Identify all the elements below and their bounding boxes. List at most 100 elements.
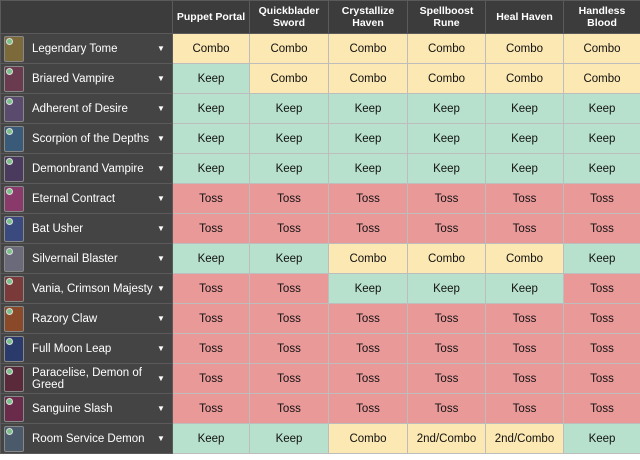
card-cell[interactable]: Adherent of Desire ▼ (0, 93, 173, 124)
value-cell[interactable]: Toss (328, 333, 408, 364)
value-cell[interactable]: Toss (172, 333, 250, 364)
value-cell[interactable]: Toss (485, 183, 564, 214)
value-cell[interactable]: Combo (328, 423, 408, 454)
dropdown-arrow-icon[interactable]: ▼ (157, 194, 165, 203)
value-cell[interactable]: Toss (328, 363, 408, 394)
value-cell[interactable]: Keep (407, 93, 486, 124)
value-cell[interactable]: Keep (328, 273, 408, 304)
value-cell[interactable]: Toss (249, 333, 329, 364)
value-cell[interactable]: Toss (563, 393, 640, 424)
dropdown-arrow-icon[interactable]: ▼ (157, 44, 165, 53)
value-cell[interactable]: Toss (249, 363, 329, 394)
value-cell[interactable]: Toss (172, 183, 250, 214)
card-cell[interactable]: Scorpion of the Depths ▼ (0, 123, 173, 154)
value-cell[interactable]: Toss (328, 213, 408, 244)
dropdown-arrow-icon[interactable]: ▼ (157, 374, 165, 383)
value-cell[interactable]: Keep (563, 423, 640, 454)
value-cell[interactable]: Combo (328, 243, 408, 274)
value-cell[interactable]: Keep (563, 93, 640, 124)
dropdown-arrow-icon[interactable]: ▼ (157, 224, 165, 233)
value-cell[interactable]: Toss (485, 363, 564, 394)
value-cell[interactable]: Keep (563, 123, 640, 154)
column-header[interactable]: Spellboost Rune (407, 0, 486, 34)
card-cell[interactable]: Sanguine Slash ▼ (0, 393, 173, 424)
dropdown-arrow-icon[interactable]: ▼ (157, 284, 165, 293)
dropdown-arrow-icon[interactable]: ▼ (157, 314, 165, 323)
value-cell[interactable]: Keep (249, 123, 329, 154)
value-cell[interactable]: Toss (563, 183, 640, 214)
value-cell[interactable]: Toss (249, 303, 329, 334)
column-header[interactable]: Crystallize Haven (328, 0, 408, 34)
value-cell[interactable]: Toss (249, 273, 329, 304)
value-cell[interactable]: Keep (328, 153, 408, 184)
value-cell[interactable]: Combo (485, 33, 564, 64)
card-cell[interactable]: Eternal Contract ▼ (0, 183, 173, 214)
card-cell[interactable]: Briared Vampire ▼ (0, 63, 173, 94)
value-cell[interactable]: Toss (407, 333, 486, 364)
value-cell[interactable]: Toss (485, 333, 564, 364)
value-cell[interactable]: Keep (172, 243, 250, 274)
value-cell[interactable]: Combo (328, 33, 408, 64)
value-cell[interactable]: Toss (485, 213, 564, 244)
value-cell[interactable]: Toss (249, 183, 329, 214)
value-cell[interactable]: Toss (563, 363, 640, 394)
value-cell[interactable]: Keep (485, 153, 564, 184)
value-cell[interactable]: Combo (249, 63, 329, 94)
value-cell[interactable]: Keep (172, 423, 250, 454)
value-cell[interactable]: Keep (172, 63, 250, 94)
column-header[interactable]: Heal Haven (485, 0, 564, 34)
value-cell[interactable]: Keep (249, 243, 329, 274)
value-cell[interactable]: Keep (407, 123, 486, 154)
value-cell[interactable]: Combo (172, 33, 250, 64)
card-cell[interactable]: Vania, Crimson Majesty ▼ (0, 273, 173, 304)
value-cell[interactable]: Toss (563, 213, 640, 244)
value-cell[interactable]: Keep (249, 153, 329, 184)
card-cell[interactable]: Razory Claw ▼ (0, 303, 173, 334)
value-cell[interactable]: Keep (485, 123, 564, 154)
value-cell[interactable]: Toss (249, 393, 329, 424)
value-cell[interactable]: Combo (328, 63, 408, 94)
dropdown-arrow-icon[interactable]: ▼ (157, 134, 165, 143)
value-cell[interactable]: Toss (407, 393, 486, 424)
value-cell[interactable]: Combo (407, 63, 486, 94)
value-cell[interactable]: Toss (172, 213, 250, 244)
value-cell[interactable]: Toss (172, 363, 250, 394)
value-cell[interactable]: Toss (407, 363, 486, 394)
value-cell[interactable]: Toss (407, 303, 486, 334)
column-header[interactable]: Puppet Portal (172, 0, 250, 34)
card-cell[interactable]: Bat Usher ▼ (0, 213, 173, 244)
value-cell[interactable]: Keep (172, 93, 250, 124)
card-cell[interactable]: Paracelise, Demon of Greed ▼ (0, 363, 173, 394)
dropdown-arrow-icon[interactable]: ▼ (157, 104, 165, 113)
value-cell[interactable]: Combo (407, 33, 486, 64)
value-cell[interactable]: Keep (328, 93, 408, 124)
card-cell[interactable]: Full Moon Leap ▼ (0, 333, 173, 364)
card-cell[interactable]: Room Service Demon ▼ (0, 423, 173, 454)
value-cell[interactable]: Toss (485, 303, 564, 334)
dropdown-arrow-icon[interactable]: ▼ (157, 164, 165, 173)
dropdown-arrow-icon[interactable]: ▼ (157, 434, 165, 443)
value-cell[interactable]: Keep (407, 153, 486, 184)
value-cell[interactable]: Combo (407, 243, 486, 274)
value-cell[interactable]: Toss (328, 303, 408, 334)
card-cell[interactable]: Silvernail Blaster ▼ (0, 243, 173, 274)
dropdown-arrow-icon[interactable]: ▼ (157, 254, 165, 263)
card-cell[interactable]: Legendary Tome ▼ (0, 33, 173, 64)
value-cell[interactable]: Toss (563, 333, 640, 364)
value-cell[interactable]: Keep (563, 153, 640, 184)
value-cell[interactable]: Combo (563, 33, 640, 64)
value-cell[interactable]: Keep (407, 273, 486, 304)
value-cell[interactable]: Keep (172, 123, 250, 154)
value-cell[interactable]: Combo (249, 33, 329, 64)
value-cell[interactable]: 2nd/Combo (407, 423, 486, 454)
dropdown-arrow-icon[interactable]: ▼ (157, 404, 165, 413)
card-cell[interactable]: Demonbrand Vampire ▼ (0, 153, 173, 184)
column-header[interactable]: Handless Blood (563, 0, 640, 34)
value-cell[interactable]: Keep (172, 153, 250, 184)
value-cell[interactable]: Keep (249, 423, 329, 454)
value-cell[interactable]: Toss (328, 183, 408, 214)
value-cell[interactable]: Toss (172, 393, 250, 424)
value-cell[interactable]: Toss (328, 393, 408, 424)
value-cell[interactable]: Combo (485, 243, 564, 274)
value-cell[interactable]: Keep (249, 93, 329, 124)
